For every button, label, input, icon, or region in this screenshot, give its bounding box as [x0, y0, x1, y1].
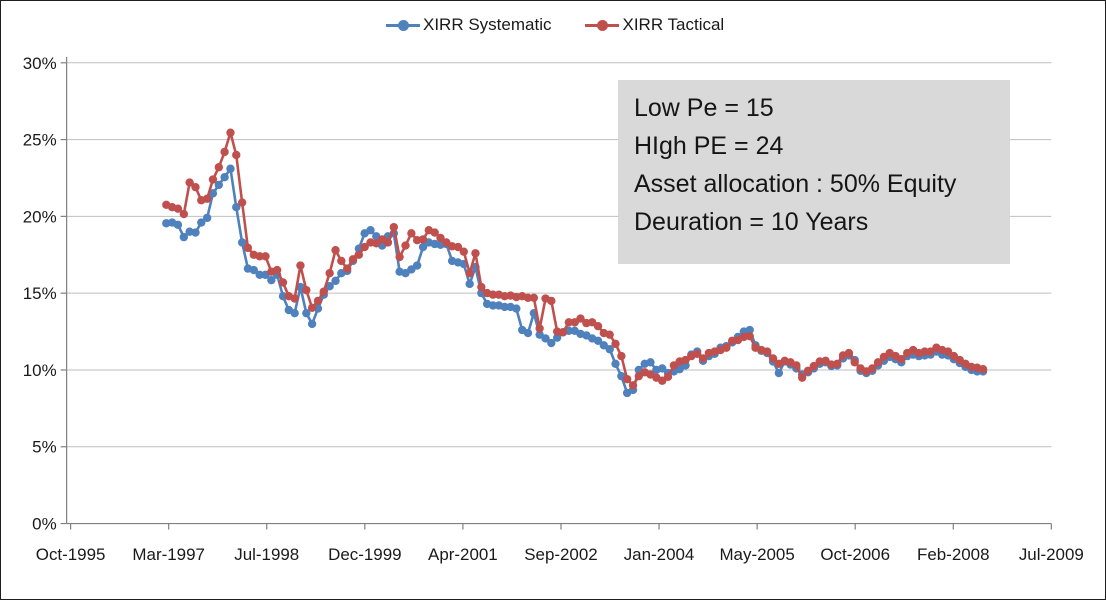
- annotation-line-asset-allocation: Asset allocation : 50% Equity: [634, 170, 957, 198]
- svg-text:Sep-2002: Sep-2002: [524, 545, 597, 564]
- svg-text:Apr-2001: Apr-2001: [428, 545, 498, 564]
- annotation-line-high-pe: HIgh PE = 24: [634, 132, 784, 160]
- svg-text:Mar-1997: Mar-1997: [132, 545, 205, 564]
- svg-text:30%: 30%: [23, 54, 57, 73]
- svg-text:Jul-1998: Jul-1998: [234, 545, 299, 564]
- svg-text:0%: 0%: [32, 515, 56, 534]
- systematic-line-marker-icon: [386, 19, 420, 31]
- svg-text:5%: 5%: [32, 438, 56, 457]
- svg-text:May-2005: May-2005: [719, 545, 794, 564]
- svg-text:Dec-1999: Dec-1999: [328, 545, 401, 564]
- tactical-line-marker-icon: [585, 19, 620, 31]
- chart-legend: XIRR Systematic XIRR Tactical: [386, 15, 724, 35]
- svg-text:20%: 20%: [23, 207, 57, 226]
- legend-dot: [597, 19, 609, 31]
- svg-text:Oct-2006: Oct-2006: [820, 545, 890, 564]
- svg-text:15%: 15%: [23, 284, 57, 303]
- svg-text:Jan-2004: Jan-2004: [624, 545, 695, 564]
- legend-item-systematic: XIRR Systematic: [386, 15, 551, 35]
- svg-text:Feb-2008: Feb-2008: [917, 545, 990, 564]
- legend-dot: [398, 19, 409, 31]
- svg-text:Oct-1995: Oct-1995: [36, 545, 106, 564]
- svg-text:Jul-2009: Jul-2009: [1019, 545, 1084, 564]
- svg-text:10%: 10%: [23, 361, 57, 380]
- legend-label-tactical: XIRR Tactical: [622, 15, 725, 34]
- annotation-line-low-pe: Low Pe = 15: [634, 94, 774, 122]
- annotation-line-duration: Deuration = 10 Years: [634, 208, 869, 236]
- svg-text:25%: 25%: [23, 131, 57, 150]
- annotation-box: Low Pe = 15 HIgh PE = 24 Asset allocatio…: [618, 80, 1010, 264]
- legend-label-systematic: XIRR Systematic: [423, 15, 552, 34]
- legend-item-tactical: XIRR Tactical: [585, 15, 724, 35]
